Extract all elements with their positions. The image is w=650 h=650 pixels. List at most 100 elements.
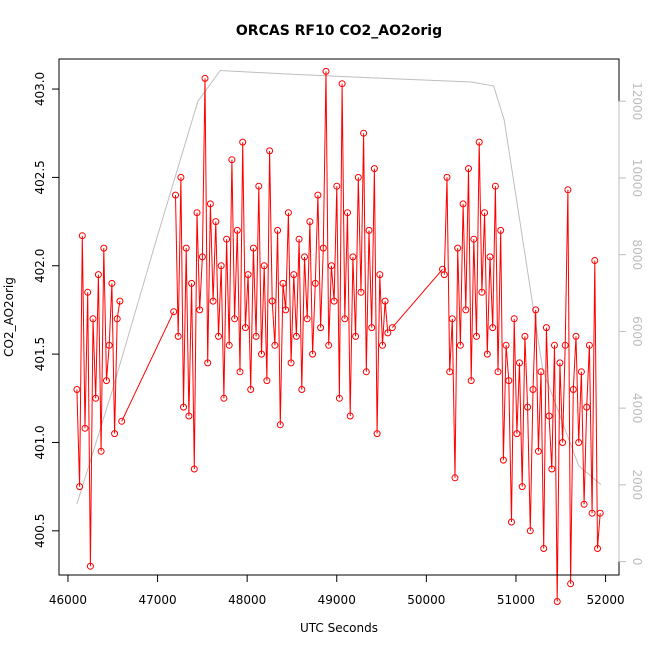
- data-point: [244, 271, 252, 279]
- data-point: [100, 244, 108, 252]
- data-point: [473, 332, 480, 340]
- data-point: [292, 332, 300, 340]
- data-point: [497, 226, 505, 234]
- data-point: [116, 297, 124, 305]
- data-point: [249, 244, 257, 252]
- data-point: [534, 447, 542, 455]
- data-point: [241, 324, 249, 332]
- data-point: [103, 377, 110, 385]
- x-tick-label: 52000: [586, 593, 624, 607]
- data-point: [309, 350, 317, 358]
- x-tick-label: 51000: [497, 593, 535, 607]
- x-axis-label: UTC Seconds: [300, 621, 378, 635]
- data-point: [94, 271, 102, 279]
- data-point: [180, 403, 187, 411]
- data-point: [193, 209, 201, 217]
- data-point: [89, 315, 97, 323]
- y2-tick-label: 6000: [630, 316, 644, 347]
- data-point: [532, 306, 540, 314]
- x-tick-label: 48000: [228, 593, 266, 607]
- data-point: [215, 332, 222, 340]
- x-tick-label: 47000: [138, 593, 176, 607]
- data-point: [73, 386, 81, 393]
- data-point: [118, 417, 126, 425]
- primary-series: [73, 67, 604, 605]
- series-segment-0: [76, 235, 121, 567]
- y-tick-label: 401.0: [33, 425, 47, 459]
- data-point: [467, 377, 475, 385]
- data-point: [373, 430, 381, 438]
- data-point: [322, 67, 330, 75]
- y2-tick-label: 12000: [630, 82, 644, 120]
- data-point: [231, 315, 239, 323]
- data-point: [174, 332, 182, 340]
- data-point: [255, 182, 263, 190]
- data-point: [352, 332, 360, 340]
- data-point: [325, 341, 333, 349]
- data-point: [223, 235, 231, 243]
- data-point: [384, 329, 392, 337]
- data-point: [78, 232, 86, 240]
- data-point: [545, 412, 553, 420]
- data-point: [556, 359, 564, 367]
- data-point: [516, 359, 523, 367]
- data-point: [236, 368, 244, 376]
- y-axis-label: CO2_AO2orig: [2, 277, 16, 357]
- data-point: [481, 209, 489, 217]
- x-tick-label: 49000: [318, 593, 356, 607]
- data-point: [505, 377, 513, 385]
- data-point: [564, 186, 572, 194]
- data-point: [247, 386, 255, 393]
- data-point: [491, 182, 499, 190]
- data-point: [502, 341, 510, 349]
- data-point: [357, 288, 365, 296]
- data-point: [580, 500, 588, 508]
- data-point: [314, 191, 322, 199]
- data-point: [349, 253, 357, 261]
- data-point: [274, 226, 282, 234]
- data-point: [311, 279, 319, 287]
- data-point: [379, 341, 386, 349]
- y-tick-label: 402.0: [33, 249, 47, 283]
- data-point: [526, 527, 534, 535]
- y-tick-label: 402.5: [33, 160, 47, 194]
- y2-tick-label: 8000: [630, 239, 644, 270]
- data-point: [443, 173, 451, 181]
- data-point: [572, 332, 580, 340]
- data-point: [209, 297, 217, 305]
- data-point: [540, 545, 548, 552]
- data-point: [182, 244, 190, 252]
- data-point: [196, 306, 204, 314]
- data-point: [113, 315, 121, 323]
- data-point: [344, 209, 351, 217]
- data-point: [388, 324, 396, 332]
- data-point: [486, 253, 494, 261]
- data-point: [76, 483, 84, 491]
- data-point: [220, 394, 228, 402]
- data-point: [108, 279, 116, 287]
- data-point: [483, 350, 491, 358]
- data-point: [569, 386, 577, 393]
- x-axis: 46000 47000 48000 49000 50000 51000 52000: [49, 574, 625, 607]
- data-point: [448, 315, 456, 323]
- data-point: [301, 253, 308, 261]
- y-tick-label: 400.5: [33, 514, 47, 548]
- y-tick-label: 403.0: [33, 72, 47, 106]
- data-point: [201, 74, 209, 82]
- data-point: [333, 182, 341, 190]
- data-point: [172, 191, 179, 199]
- data-point: [508, 518, 515, 526]
- data-point: [451, 474, 459, 482]
- y2-axis: 0 2000 4000 6000 8000 10000 12000: [618, 82, 644, 565]
- data-point: [252, 332, 260, 340]
- data-point: [354, 173, 362, 181]
- data-point: [360, 129, 368, 137]
- data-point: [306, 218, 314, 226]
- data-point: [319, 244, 327, 252]
- data-point: [330, 297, 338, 305]
- data-point: [567, 580, 575, 588]
- data-point: [239, 138, 247, 146]
- x-tick-label: 50000: [407, 593, 445, 607]
- data-point: [370, 165, 378, 173]
- data-point: [510, 315, 518, 323]
